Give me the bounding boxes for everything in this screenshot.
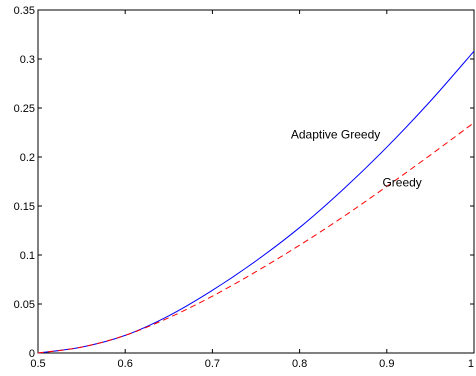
x-tick-label: 0.9 (379, 358, 394, 370)
y-tick-label: 0 (29, 348, 35, 360)
y-tick-label: 0.3 (20, 54, 35, 66)
y-tick-label: 0.25 (14, 103, 35, 115)
series-line-greedy (37, 122, 475, 354)
y-tick-label: 0.35 (14, 5, 35, 17)
x-tick-label: 1 (468, 358, 474, 370)
x-axis-ticks: 0.5 0.6 0.7 0.8 0.9 1 (30, 10, 475, 370)
annotation-layer: Adaptive Greedy Greedy (291, 127, 422, 189)
y-tick-label: 0.15 (14, 201, 35, 213)
series-annotation: Greedy (382, 175, 421, 189)
y-tick-label: 0.05 (14, 299, 35, 311)
x-tick-label: 0.7 (205, 358, 220, 370)
y-tick-label: 0.2 (20, 152, 35, 164)
series-annotation: Adaptive Greedy (291, 127, 380, 141)
x-tick-label: 0.6 (118, 358, 133, 370)
x-tick-label: 0.5 (30, 358, 45, 370)
plot-area (37, 9, 475, 354)
x-tick-label: 0.8 (292, 358, 307, 370)
y-axis-ticks: 0 0.05 0.1 0.15 0.2 0.25 0.3 0.35 (14, 5, 474, 360)
series-line-adaptive-greedy (37, 50, 475, 354)
y-tick-label: 0.1 (20, 250, 35, 262)
series-layer (37, 50, 475, 354)
